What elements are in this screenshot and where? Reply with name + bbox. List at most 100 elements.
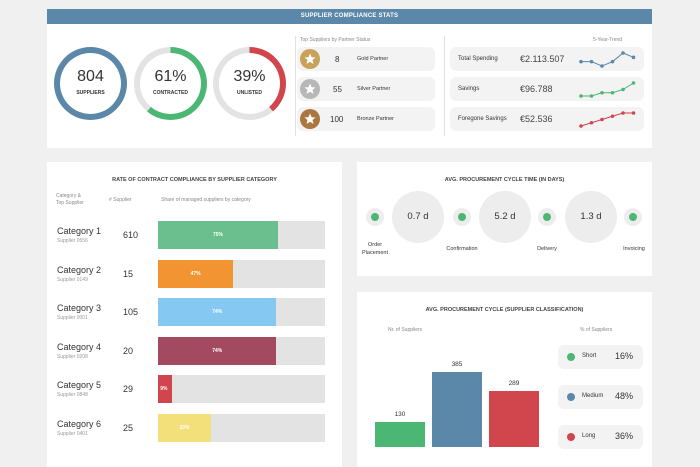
unlisted-ring: 39% UNLISTED: [213, 47, 286, 120]
legend-dot: [567, 393, 575, 401]
compliance-bar: 47%: [158, 259, 325, 288]
silver-partner-label: Silver Partner: [357, 86, 391, 92]
classification-bar-long: [489, 390, 539, 447]
compliance-bar-fill: [158, 375, 173, 403]
legend-item-short: Short 16%: [558, 345, 643, 369]
sparkline-point: [579, 94, 583, 98]
col-count-header: # Supplier: [109, 197, 132, 203]
invoicing-step-icon: [624, 208, 642, 226]
sparkline-line: [581, 82, 634, 97]
sparkline-point: [589, 120, 594, 125]
sparkline-point: [621, 111, 625, 115]
compliance-bar-fill: [158, 413, 211, 442]
col-category-header: Category &: [56, 193, 82, 199]
ring-center: [219, 53, 280, 114]
classification-panel: AVG. PROCUREMENT CYCLE (SUPPLIER CLASSIF…: [357, 292, 652, 467]
step-placement-label: Placement: [362, 250, 388, 256]
legend-label: Medium: [582, 393, 604, 399]
gold-partner-row: 8 Gold Partner: [297, 47, 435, 71]
supplier-count: 610: [123, 230, 139, 240]
classification-title: AVG. PROCUREMENT CYCLE (SUPPLIER CLASSIF…: [425, 307, 584, 313]
total-spending-value: €2.113.507: [520, 54, 565, 64]
unlisted-label: UNLISTED: [237, 90, 262, 96]
legend-label: Short: [582, 353, 597, 359]
savings-value: €96.788: [520, 84, 553, 94]
foregone-savings-label: Foregone Savings: [458, 116, 507, 122]
contracted-label: CONTRACTED: [153, 90, 188, 96]
top-supplier-name: Supplier 0848: [57, 392, 88, 398]
suppliers-ring: 804 SUPPLIERS: [54, 47, 127, 120]
gold-partner-count: 8: [335, 55, 340, 64]
total-spending-label: Total Spending: [458, 56, 498, 62]
legend-item-medium: Medium 48%: [558, 385, 643, 409]
bronze-partner-row: 100 Bronze Partner: [297, 107, 435, 131]
legend-percent: 16%: [614, 351, 633, 361]
foregone-savings-row: Foregone Savings €52.536: [450, 107, 644, 131]
trend-caption: 5-Year-Trend: [593, 37, 623, 43]
sparkline-point: [621, 51, 625, 55]
sparkline-point: [579, 124, 583, 128]
compliance-panel: RATE OF CONTRACT COMPLIANCE BY SUPPLIER …: [47, 162, 342, 467]
legend-percent: 36%: [614, 431, 633, 441]
pct-suppliers-caption: % of Suppliers: [580, 327, 613, 333]
compliance-pct-label: 47%: [190, 270, 201, 277]
compliance-bar-fill: [158, 298, 277, 326]
step-confirmation-label: Confirmation: [446, 246, 478, 252]
foregone-savings-sparkline: [579, 111, 636, 128]
cycle-time-title: AVG. PROCUREMENT CYCLE TIME (IN DAYS): [444, 177, 565, 183]
divider: [444, 36, 445, 136]
legend-dot: [567, 353, 575, 361]
gold-partner-label: Gold Partner: [357, 56, 389, 62]
contracted-value: 61%: [154, 68, 187, 85]
ring-center: [140, 53, 201, 114]
category-name: Category 4: [57, 341, 102, 352]
top-supplier-name: Supplier 0208: [57, 353, 88, 360]
compliance-bar-fill: [158, 259, 234, 288]
step-delivery-label: Delivery: [537, 246, 557, 252]
sparkline-point: [610, 114, 615, 119]
savings-label: Savings: [458, 86, 480, 92]
compliance-bar: 9%: [158, 375, 325, 403]
silver-medal-icon: [300, 79, 320, 99]
step-invoicing-label: Invoicing: [623, 246, 645, 252]
page-title: SUPPLIER COMPLIANCE STATS: [47, 9, 652, 24]
savings-row: Savings €96.788: [450, 77, 644, 101]
legend-percent: 48%: [614, 391, 633, 401]
bronze-medal-icon: [300, 109, 320, 129]
contracted-ring: 61% CONTRACTED: [134, 47, 207, 120]
partner-status-caption: Top Suppliers by Partner Status: [300, 37, 371, 43]
legend-dot: [567, 433, 575, 441]
classification-bar-value: 385: [451, 361, 463, 368]
divider: [295, 36, 296, 136]
order-placement-step-icon: [366, 208, 384, 226]
compliance-bar-fill: [158, 336, 277, 365]
legend-label: Long: [582, 433, 596, 439]
nr-suppliers-caption: Nr. of Suppliers: [388, 327, 423, 333]
classification-bar-value: 289: [508, 379, 520, 387]
sparkline-point: [600, 64, 604, 68]
sparkline-point: [600, 90, 604, 95]
compliance-pct-label: 33%: [179, 424, 190, 431]
bronze-partner-label: Bronze Partner: [357, 116, 394, 122]
sparkline-line: [581, 52, 634, 67]
ring-center: [60, 53, 121, 114]
compliance-title: RATE OF CONTRACT COMPLIANCE BY SUPPLIER …: [112, 177, 277, 183]
duration-confirmation-delivery: 5.2 d: [479, 191, 531, 243]
supplier-count: 15: [123, 268, 134, 279]
sparkline-point: [600, 117, 604, 122]
total-spending-sparkline: [579, 51, 636, 68]
cycle-time-panel: AVG. PROCUREMENT CYCLE TIME (IN DAYS) 0.…: [357, 162, 652, 276]
top-supplier-name: Supplier 0401: [57, 430, 88, 437]
supplier-stats-panel: 804 SUPPLIERS 61% CONTRACTED 39% UNLISTE…: [47, 24, 652, 148]
sparkline-line: [580, 112, 634, 127]
classification-bar-chart: 130 385 289: [373, 342, 543, 447]
step-order-label: Order: [367, 242, 383, 248]
compliance-pct-label: 75%: [213, 232, 224, 238]
compliance-bar-fill: [158, 221, 278, 249]
supplier-count: 25: [123, 422, 134, 433]
compliance-bar: 33%: [158, 413, 325, 442]
category-name: Category 2: [57, 264, 102, 275]
savings-sparkline: [579, 81, 636, 98]
silver-partner-row: 55 Silver Partner: [297, 77, 435, 101]
compliance-bar: 75%: [158, 221, 325, 249]
